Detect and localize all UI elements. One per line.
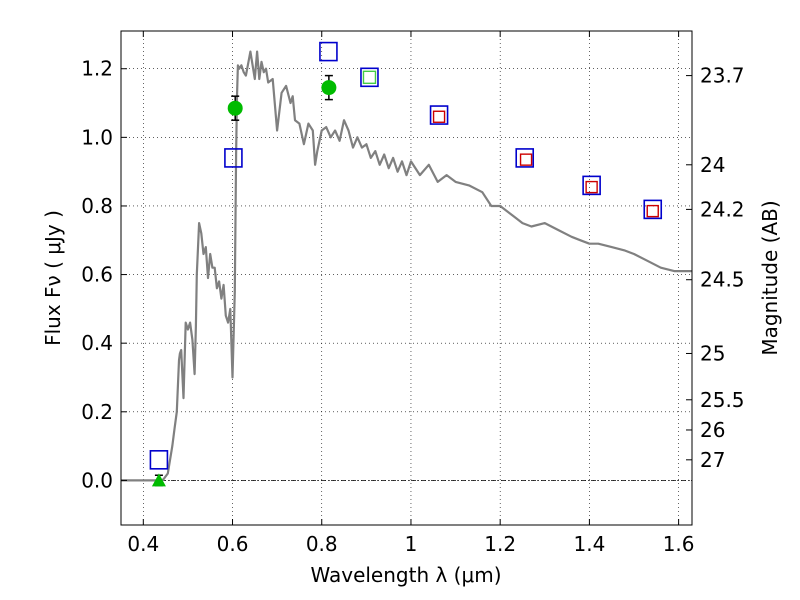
y-tick-label: 0.4 xyxy=(81,331,113,355)
x-tick-label: 0.4 xyxy=(127,532,159,556)
y-axis-label: Flux Fν ( μJy ) xyxy=(41,210,65,346)
series-layer xyxy=(121,41,692,487)
y-tick-label: 0.8 xyxy=(81,194,113,218)
blue-square-point xyxy=(360,67,379,88)
mag-tick-label: 27 xyxy=(700,448,725,472)
mag-tick-label: 23.7 xyxy=(700,64,745,88)
red-square-point xyxy=(519,153,533,166)
mag-tick-label: 25.5 xyxy=(700,388,745,412)
x-tick-label: 1.6 xyxy=(663,532,695,556)
y-tick-label: 0.0 xyxy=(81,468,113,492)
mag-tick-label: 24 xyxy=(700,153,725,177)
y-tick-label: 1.2 xyxy=(81,57,113,81)
y-tick-label: 1.0 xyxy=(81,125,113,149)
plot-background xyxy=(121,31,692,525)
x-tick-label: 0.8 xyxy=(306,532,338,556)
y-axis-right-label: Magnitude (AB) xyxy=(758,200,782,355)
ticks xyxy=(121,31,692,525)
red-square-point xyxy=(646,204,659,218)
green-square-point xyxy=(362,70,377,85)
blue-square-point xyxy=(515,148,535,168)
tick-labels: 0.4 0.6 0.8 1 1.2 1.4 1.6 0.0 0.2 0.4 0.6 0.8 1.0 1.2… xyxy=(81,57,744,556)
green-circle-point xyxy=(227,100,243,116)
blue-square-point xyxy=(149,450,169,470)
green-circle-point xyxy=(321,80,337,96)
mag-tick-label: 25 xyxy=(700,341,725,365)
blue-square-point xyxy=(224,148,243,168)
x-tick-label: 1.2 xyxy=(484,532,516,556)
blue-square-point xyxy=(582,175,601,196)
x-axis-label: Wavelength λ (μm) xyxy=(310,563,501,587)
x-tick-label: 1 xyxy=(405,532,418,556)
blue-square-point xyxy=(643,199,663,220)
x-tick-label: 1.4 xyxy=(573,532,605,556)
mag-tick-label: 26 xyxy=(700,418,725,442)
mag-tick-label: 24.2 xyxy=(700,197,745,221)
mag-tick-label: 24.5 xyxy=(700,268,745,292)
x-tick-label: 0.6 xyxy=(217,532,249,556)
blue-square-point xyxy=(429,105,449,125)
model-spectrum-line xyxy=(121,50,692,482)
y-tick-label: 0.2 xyxy=(81,400,113,424)
red-square-point xyxy=(585,180,598,194)
plot-frame xyxy=(120,30,693,526)
red-square-point xyxy=(432,110,446,123)
blue-square-point xyxy=(319,41,338,62)
y-tick-label: 0.6 xyxy=(81,263,113,287)
green-triangle-point xyxy=(151,473,166,487)
